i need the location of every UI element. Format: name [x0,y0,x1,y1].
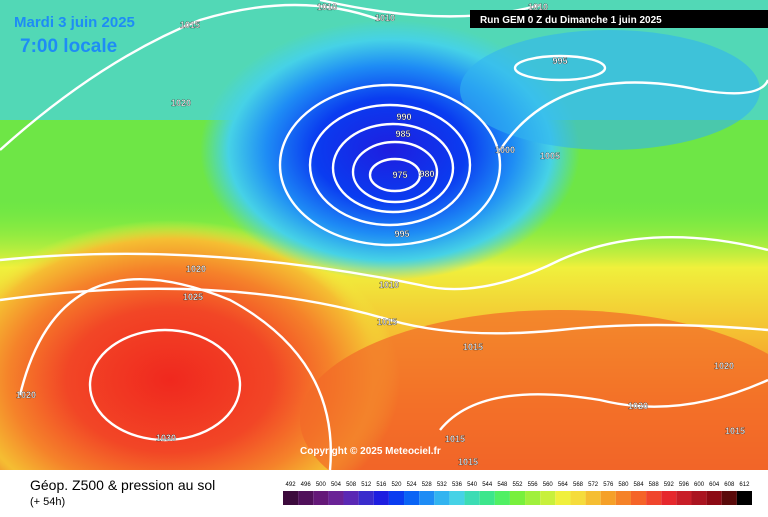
date: Mardi 3 juin 2025 [14,14,135,31]
legend-label: 532 [437,482,448,488]
isobar-label: 1015 [725,426,745,436]
isobar-label: 985 [395,129,410,139]
isobar-label: 995 [394,229,409,239]
legend-label: 504 [331,482,342,488]
legend-label: 496 [301,482,312,488]
legend-label: 536 [452,482,463,488]
legend: 492 496 500 504 508 512 516 520 524 528 532 536 540 5… [283,482,752,505]
footer-lead: (+ 54h) [30,496,65,508]
legend-label: 516 [376,482,387,488]
run-banner [470,10,768,28]
legend-swatch [600,491,616,505]
legend-swatch [434,491,450,505]
legend-label: 596 [679,482,690,488]
legend-swatch [646,491,662,505]
legend-label: 508 [346,482,357,488]
legend-swatch [615,491,631,505]
legend-swatch [509,491,526,505]
isobar-label: 1015 [458,457,478,467]
legend-label: 524 [407,482,418,488]
isobar-label: 1015 [445,434,465,444]
isobar-label: 1020 [171,98,191,108]
legend-label: 520 [391,482,402,488]
isobar-label: 995 [552,56,567,66]
legend-label: 544 [482,482,493,488]
footer-title: Géop. Z500 & pression au sol [30,477,215,493]
legend-label: 612 [739,482,750,488]
isobar-label: 975 [392,170,407,180]
isobar-label: 1020 [186,264,206,274]
isobar-label: 1015 [180,20,200,30]
legend-label: 492 [286,482,297,488]
legend-swatch [525,491,541,505]
isobar-label: 1010 [375,13,395,23]
legend-swatch [691,491,707,505]
legend-label: 556 [528,482,539,488]
isobar-label: 1010 [317,2,337,12]
legend-label: 540 [467,482,478,488]
legend-swatch [419,491,435,505]
isobar-label: 1015 [463,342,483,352]
time: 7:00 locale [20,36,117,57]
legend-swatch [358,491,374,505]
legend-label: 560 [543,482,554,488]
legend-swatch [479,491,495,505]
legend-label: 604 [709,482,720,488]
legend-label: 580 [618,482,629,488]
legend-label: 576 [603,482,614,488]
legend-swatch [630,491,647,505]
isobar-label: 980 [419,169,434,179]
legend-swatch [298,491,314,505]
legend-swatch [676,491,692,505]
legend-label: 512 [361,482,372,488]
isobar-label: 1020 [714,361,734,371]
isobar-label: 990 [396,112,411,122]
legend-swatch [388,491,405,505]
legend-swatch [721,491,737,505]
legend-label: 592 [664,482,675,488]
legend-swatch [404,491,420,505]
copyright: Copyright © 2025 Meteociel.fr [300,446,441,457]
legend-swatch [540,491,556,505]
legend-swatch [570,491,586,505]
legend-label: 572 [588,482,599,488]
legend-swatch [283,491,299,505]
legend-label: 588 [649,482,660,488]
legend-swatch [464,491,480,505]
legend-label: 608 [724,482,735,488]
isobar-labels: 1015 1010 1010 1010 995 1020 990 985 975 980 1000 1… [16,2,745,467]
legend-label: 564 [558,482,569,488]
legend-label: 568 [573,482,584,488]
legend-label: 500 [316,482,327,488]
legend-label: 584 [634,482,645,488]
isobar-label: 1010 [528,2,548,12]
run-label: Run GEM 0 Z du Dimanche 1 juin 2025 [480,15,662,26]
legend-swatch [706,491,722,505]
isobar-label: 1005 [540,151,560,161]
isobar-label: 1000 [495,145,515,155]
isobar-label: 1020 [16,390,36,400]
legend-swatch [449,491,465,505]
isobar-label: 1015 [377,317,397,327]
legend-swatch [313,491,329,505]
isobar-label: 1020 [628,401,648,411]
legend-swatch [494,491,510,505]
isobar-label: 1030 [156,433,176,443]
legend-swatch [328,491,344,505]
legend-swatch [373,491,389,505]
isobar-label: 1010 [379,280,399,290]
legend-swatch [736,491,752,505]
legend-swatch [555,491,571,505]
legend-label: 548 [497,482,508,488]
legend-label: 552 [512,482,523,488]
legend-swatch [343,491,359,505]
legend-swatch [585,491,601,505]
legend-label: 600 [694,482,705,488]
legend-swatch [661,491,677,505]
legend-label: 528 [422,482,433,488]
isobar-label: 1025 [183,292,203,302]
